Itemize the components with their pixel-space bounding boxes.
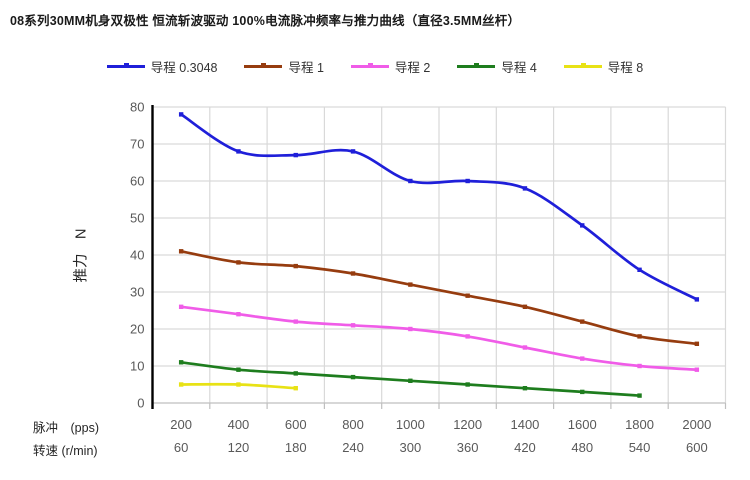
series-marker [694, 367, 700, 372]
y-tick-label: 40 [130, 248, 144, 263]
x-tick-label-pps: 1200 [453, 417, 482, 432]
series-marker [236, 312, 241, 317]
series-marker [293, 263, 298, 269]
x-tick-label-rpm: 480 [571, 440, 593, 455]
series-marker [178, 249, 184, 254]
series-marker [465, 293, 470, 298]
legend-marker-icon [474, 63, 480, 68]
x-tick-label-rpm: 420 [514, 440, 536, 455]
legend-label: 导程 4 [501, 60, 537, 75]
series-marker [178, 304, 184, 309]
series-marker [293, 152, 298, 158]
series-marker [580, 389, 585, 395]
series-marker [293, 371, 298, 376]
legend-item: 导程 2 [350, 57, 431, 76]
y-tick-label: 30 [130, 285, 144, 300]
x-tick-label-rpm: 60 [174, 440, 188, 455]
legend-swatch [457, 61, 496, 71]
x-tick-label-rpm: 180 [285, 440, 307, 455]
series-marker [293, 386, 298, 391]
legend-marker-icon [261, 63, 267, 68]
series-marker [293, 319, 298, 324]
x-tick-label-pps: 1400 [510, 417, 539, 432]
legend-item: 导程 1 [244, 57, 324, 76]
series-marker [465, 382, 470, 387]
series-marker [178, 382, 184, 387]
series-line-2 [179, 249, 699, 346]
series-marker [522, 345, 528, 350]
x-tick-label-rpm: 120 [228, 440, 250, 455]
series-marker [350, 271, 356, 276]
chart-title: 08系列30MM机身双极性 恒流斩波驱动 100%电流脉冲频率与推力曲线（直径3… [10, 14, 521, 28]
y-tick-label: 0 [137, 396, 144, 411]
series-marker [637, 363, 642, 369]
x-tick-label-pps: 200 [170, 417, 192, 432]
series-marker [522, 186, 528, 191]
y-tick-label: 70 [130, 137, 144, 152]
y-tick-label: 10 [130, 359, 144, 374]
x-tick-label-rpm: 600 [686, 440, 708, 455]
series-marker [694, 297, 700, 302]
series-marker [465, 334, 470, 339]
x-tick-label-rpm: 300 [399, 440, 421, 455]
series-marker [522, 386, 528, 391]
legend: 导程 0.3048 导程 1 导程 2 导程 4 导程 8 [0, 55, 750, 77]
legend-marker-icon [367, 63, 373, 68]
x-tick-label-pps: 1600 [568, 417, 597, 432]
series-marker [580, 356, 585, 361]
x-tick-label-pps: 600 [285, 417, 307, 432]
series-line-1 [179, 113, 699, 301]
legend-item: 导程 0.3048 [106, 57, 218, 76]
y-tick-label: 60 [130, 174, 144, 189]
x-tick-label-pps: 1000 [396, 417, 425, 432]
series-marker [178, 360, 184, 365]
series-line-3 [179, 305, 699, 372]
legend-label: 导程 0.3048 [150, 60, 218, 75]
series-marker [694, 341, 700, 346]
series-marker [580, 223, 585, 228]
series-marker [408, 326, 413, 332]
series-marker [408, 178, 413, 184]
legend-marker-icon [123, 63, 129, 68]
x-tick-label-pps: 1800 [625, 417, 654, 432]
x-axis-row-label-rpm: 转速 (r/min) [33, 444, 98, 458]
x-tick-label-rpm: 540 [629, 440, 651, 455]
series-marker [350, 374, 356, 380]
series-marker [465, 178, 470, 184]
legend-label: 导程 1 [288, 60, 324, 75]
x-tick-label-rpm: 360 [457, 440, 479, 455]
legend-swatch [106, 61, 145, 71]
x-tick-label-rpm: 240 [342, 440, 364, 455]
series-marker [522, 304, 528, 309]
x-tick-label-pps: 400 [228, 417, 250, 432]
y-tick-label: 50 [130, 211, 144, 226]
series-marker [637, 393, 642, 398]
y-tick-label: 20 [130, 322, 144, 337]
legend-swatch [244, 61, 283, 71]
y-tick-label: 80 [130, 100, 144, 115]
x-tick-label-pps: 800 [342, 417, 364, 432]
legend-label: 导程 2 [394, 60, 431, 75]
series-marker [236, 149, 241, 154]
series-marker [236, 382, 241, 387]
x-axis-row-label-pps: 脉冲 (pps) [33, 421, 99, 435]
legend-label: 导程 8 [607, 60, 644, 75]
series-marker [637, 334, 642, 339]
series-marker [408, 282, 413, 287]
legend-marker-icon [580, 63, 586, 68]
series-marker [236, 367, 241, 372]
series-marker [637, 267, 642, 272]
series-marker [350, 323, 356, 328]
series-marker [178, 112, 184, 117]
series-marker [580, 319, 585, 324]
x-tick-label-pps: 2000 [682, 417, 711, 432]
legend-item: 导程 8 [563, 57, 644, 76]
series-marker [350, 149, 356, 154]
series-marker [236, 260, 241, 265]
legend-item: 导程 4 [457, 57, 537, 76]
legend-swatch [563, 61, 602, 71]
legend-swatch [350, 61, 389, 71]
series-marker [408, 378, 413, 383]
